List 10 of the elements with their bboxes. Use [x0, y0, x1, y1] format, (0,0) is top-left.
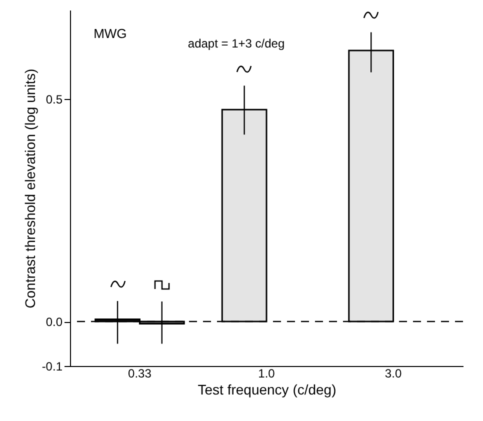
y-axis-title: Contrast threshold elevation (log units) — [22, 68, 38, 308]
y-tick-label: 0.5 — [46, 92, 63, 106]
y-tick-label: -0.1 — [42, 360, 63, 374]
x-axis-title: Test frequency (c/deg) — [198, 382, 336, 398]
x-tick-label: 0.33 — [128, 366, 152, 380]
annotation: MWG — [94, 26, 127, 41]
y-tick-label: 0.0 — [46, 315, 63, 329]
x-tick-label: 3.0 — [384, 366, 402, 380]
x-tick-label: 1.0 — [258, 366, 276, 380]
annotation: adapt = 1+3 c/deg — [188, 36, 285, 50]
